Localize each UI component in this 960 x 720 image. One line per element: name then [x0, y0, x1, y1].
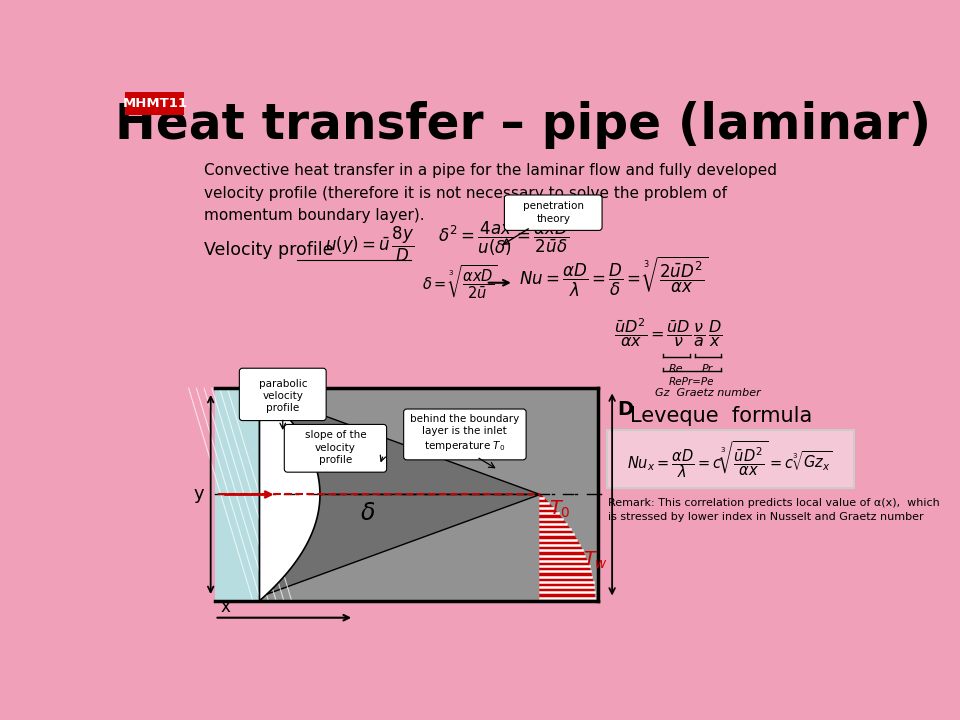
Text: $\delta^2=\dfrac{4ax}{u(\delta)}=\dfrac{\alpha xD}{2\bar{u}\delta}$: $\delta^2=\dfrac{4ax}{u(\delta)}=\dfrac{…: [438, 220, 569, 258]
Text: slope of the
velocity
profile: slope of the velocity profile: [304, 430, 367, 465]
Polygon shape: [540, 495, 594, 600]
Polygon shape: [259, 392, 540, 495]
Text: Leveque  formula: Leveque formula: [630, 406, 812, 426]
Polygon shape: [259, 495, 540, 597]
Text: Gz  Graetz number: Gz Graetz number: [655, 388, 760, 398]
Text: parabolic
velocity
profile: parabolic velocity profile: [258, 379, 307, 413]
FancyBboxPatch shape: [239, 368, 326, 420]
Text: Velocity profile: Velocity profile: [204, 241, 333, 259]
Text: Re: Re: [668, 364, 683, 374]
FancyBboxPatch shape: [403, 409, 526, 460]
Text: Convective heat transfer in a pipe for the laminar flow and fully developed
velo: Convective heat transfer in a pipe for t…: [204, 163, 777, 222]
Text: $T_w$: $T_w$: [583, 550, 608, 572]
Text: Pr: Pr: [702, 364, 713, 374]
Text: $\delta$: $\delta$: [360, 503, 375, 526]
Text: $\dfrac{\bar{u}D^2}{\alpha x}=\dfrac{\bar{u}D}{\nu}\,\dfrac{\nu}{a}\,\dfrac{D}{x: $\dfrac{\bar{u}D^2}{\alpha x}=\dfrac{\ba…: [614, 317, 723, 349]
Text: penetration
theory: penetration theory: [523, 202, 584, 224]
FancyBboxPatch shape: [607, 430, 854, 488]
Polygon shape: [259, 388, 320, 600]
Text: $u(y)=\bar{u}\,\dfrac{8y}{D}$: $u(y)=\bar{u}\,\dfrac{8y}{D}$: [325, 225, 415, 264]
Bar: [214, 388, 598, 600]
Bar: [214, 388, 259, 600]
Text: $\delta{=}\sqrt[3]{\dfrac{\alpha xD}{2\bar{u}}}$: $\delta{=}\sqrt[3]{\dfrac{\alpha xD}{2\b…: [422, 264, 498, 302]
FancyBboxPatch shape: [504, 195, 602, 230]
Text: $Nu=\dfrac{\alpha D}{\lambda}=\dfrac{D}{\delta}=\sqrt[3]{\dfrac{2\bar{u}D^2}{\al: $Nu=\dfrac{\alpha D}{\lambda}=\dfrac{D}{…: [519, 256, 708, 300]
Text: y: y: [193, 485, 204, 503]
Text: behind the boundary
layer is the inlet
temperature $T_0$: behind the boundary layer is the inlet t…: [410, 414, 519, 454]
FancyBboxPatch shape: [284, 424, 387, 472]
Text: $Nu_x=\dfrac{\alpha D}{\lambda}=c\sqrt[3]{\dfrac{\bar{u}D^2}{\alpha x}}=c\sqrt[3: $Nu_x=\dfrac{\alpha D}{\lambda}=c\sqrt[3…: [627, 438, 833, 480]
Text: x: x: [221, 598, 230, 616]
Text: Heat transfer – pipe (laminar): Heat transfer – pipe (laminar): [115, 101, 931, 149]
FancyBboxPatch shape: [126, 91, 184, 115]
Text: RePr=Pe: RePr=Pe: [668, 377, 714, 387]
Text: MHMT11: MHMT11: [122, 96, 187, 110]
Text: $T_0$: $T_0$: [549, 499, 571, 521]
Text: Remark: This correlation predicts local value of α(x),  which
is stressed by low: Remark: This correlation predicts local …: [609, 498, 940, 522]
Text: D: D: [617, 400, 634, 419]
